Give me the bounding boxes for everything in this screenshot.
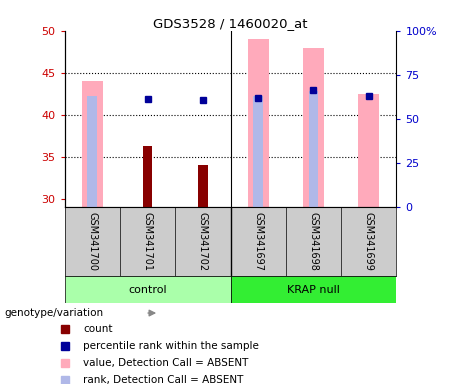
Text: percentile rank within the sample: percentile rank within the sample xyxy=(83,341,259,351)
Bar xyxy=(253,96,263,207)
Text: GSM341698: GSM341698 xyxy=(308,212,319,271)
Bar xyxy=(87,96,97,207)
Bar xyxy=(198,165,208,207)
Bar xyxy=(248,39,269,207)
Text: control: control xyxy=(128,285,167,295)
Text: GSM341699: GSM341699 xyxy=(364,212,374,271)
Bar xyxy=(142,146,153,207)
Text: rank, Detection Call = ABSENT: rank, Detection Call = ABSENT xyxy=(83,375,243,384)
Text: GSM341702: GSM341702 xyxy=(198,212,208,271)
Text: GSM341701: GSM341701 xyxy=(142,212,153,271)
Bar xyxy=(358,94,379,207)
Title: GDS3528 / 1460020_at: GDS3528 / 1460020_at xyxy=(153,17,308,30)
Text: value, Detection Call = ABSENT: value, Detection Call = ABSENT xyxy=(83,358,248,368)
Text: GSM341700: GSM341700 xyxy=(87,212,97,271)
Text: genotype/variation: genotype/variation xyxy=(5,308,104,318)
Bar xyxy=(230,276,396,303)
Bar xyxy=(65,276,230,303)
Bar xyxy=(303,48,324,207)
Text: count: count xyxy=(83,324,112,334)
Bar xyxy=(308,91,319,207)
Text: KRAP null: KRAP null xyxy=(287,285,340,295)
Bar xyxy=(82,81,103,207)
Text: GSM341697: GSM341697 xyxy=(253,212,263,271)
